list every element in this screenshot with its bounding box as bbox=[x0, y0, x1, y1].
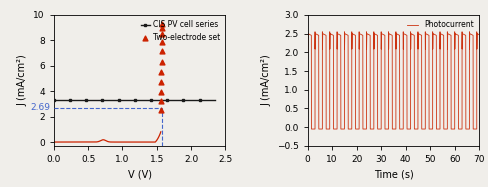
Photocurrent bbox=[475, 34, 481, 36]
Photocurrent bbox=[304, 31, 310, 33]
Two-electrode set bbox=[157, 71, 165, 74]
CIS PV cell series bbox=[94, 99, 100, 101]
Two-electrode set bbox=[157, 91, 164, 94]
Two-electrode set bbox=[158, 23, 166, 26]
Photocurrent bbox=[331, 128, 337, 130]
X-axis label: V (V): V (V) bbox=[127, 169, 151, 180]
Two-electrode set bbox=[157, 109, 164, 112]
CIS PV cell series bbox=[61, 99, 66, 101]
Photocurrent bbox=[308, 128, 314, 130]
CIS PV cell series bbox=[198, 99, 204, 101]
Photocurrent bbox=[343, 33, 348, 36]
CIS PV cell series bbox=[203, 99, 209, 101]
Line: CIS PV cell series: CIS PV cell series bbox=[52, 99, 216, 102]
Two-electrode set bbox=[157, 60, 165, 63]
Y-axis label: J (mA/cm²): J (mA/cm²) bbox=[261, 55, 271, 106]
Line: Photocurrent: Photocurrent bbox=[307, 32, 478, 129]
Photocurrent bbox=[344, 34, 350, 36]
Two-electrode set bbox=[158, 33, 165, 36]
CIS PV cell series bbox=[81, 99, 86, 101]
Text: 2.69: 2.69 bbox=[30, 103, 50, 112]
Legend: Photocurrent: Photocurrent bbox=[404, 19, 474, 31]
Photocurrent bbox=[343, 33, 349, 36]
Two-electrode set bbox=[157, 100, 164, 103]
Two-electrode set bbox=[158, 26, 165, 29]
X-axis label: Time (s): Time (s) bbox=[373, 169, 412, 180]
Photocurrent bbox=[368, 128, 374, 130]
Two-electrode set bbox=[158, 40, 165, 43]
Y-axis label: J (mA/cm²): J (mA/cm²) bbox=[18, 55, 28, 106]
CIS PV cell series bbox=[51, 99, 57, 101]
Two-electrode set bbox=[158, 49, 165, 52]
CIS PV cell series bbox=[57, 99, 63, 101]
Two-electrode set bbox=[157, 81, 165, 84]
CIS PV cell series bbox=[212, 99, 218, 101]
Legend: CIS PV cell series, Two-electrode set: CIS PV cell series, Two-electrode set bbox=[139, 19, 221, 44]
Photocurrent bbox=[459, 33, 465, 35]
